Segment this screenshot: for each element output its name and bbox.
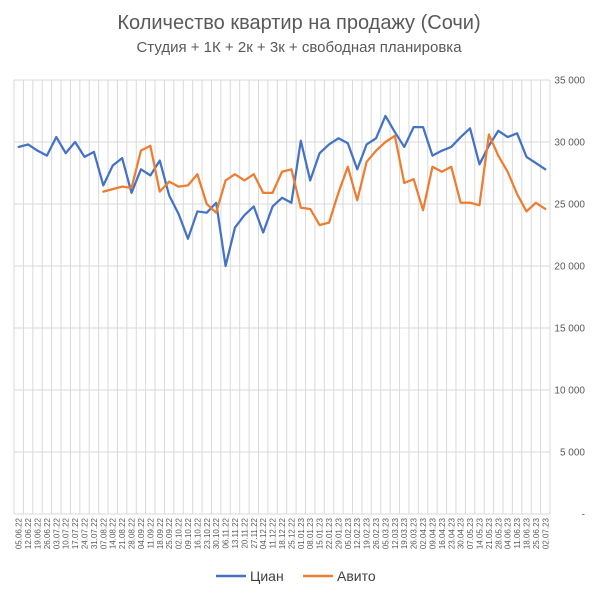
x-tick-label: 09.04.23 — [428, 517, 437, 549]
x-tick-label: 02.04.23 — [419, 517, 428, 549]
x-tick-label: 07.05.23 — [466, 517, 475, 549]
x-tick-label: 09.10.22 — [184, 517, 193, 549]
y-tick-label: 5 000 — [560, 448, 585, 459]
chart-title: Количество квартир на продажу (Сочи) — [117, 12, 480, 34]
x-tick-label: 12.02.23 — [353, 517, 362, 549]
x-tick-label: 19.03.23 — [400, 517, 409, 549]
x-tick-label: 06.11.22 — [222, 517, 231, 548]
legend-label: Циан — [250, 568, 284, 584]
x-tick-label: 14.08.22 — [109, 517, 118, 549]
x-tick-label: 23.04.23 — [447, 517, 456, 549]
x-tick-label: 20.11.22 — [240, 517, 249, 548]
x-tick-label: 08.01.23 — [306, 517, 315, 549]
y-axis-ticks: - 5 000 10 000 15 000 20 000 25 000 30 000 35 0… — [554, 76, 585, 521]
x-tick-label: 04.09.22 — [137, 517, 146, 549]
x-tick-label: 12.06.22 — [24, 517, 33, 549]
x-tick-label: 30.10.22 — [212, 517, 221, 549]
legend-label: Авито — [337, 568, 376, 584]
x-tick-label: 01.01.23 — [297, 517, 306, 549]
x-tick-label: 05.02.23 — [344, 517, 353, 549]
x-tick-label: 10.07.22 — [62, 517, 71, 549]
y-tick-label: 35 000 — [554, 76, 585, 87]
x-tick-label: 22.01.23 — [325, 517, 334, 549]
y-tick-label: 30 000 — [554, 138, 585, 149]
x-tick-label: 31.07.22 — [90, 517, 99, 549]
x-tick-label: 11.06.23 — [513, 517, 522, 548]
x-tick-label: 28.05.23 — [494, 517, 503, 549]
y-tick-label: 15 000 — [554, 324, 585, 335]
x-tick-label: 23.10.22 — [203, 517, 212, 549]
x-tick-label: 04.06.23 — [504, 517, 513, 549]
x-tick-label: 29.01.23 — [334, 517, 343, 549]
x-tick-label: 30.04.23 — [457, 517, 466, 549]
y-tick-label: 20 000 — [554, 262, 585, 273]
x-tick-label: 18.06.23 — [522, 517, 531, 549]
x-tick-label: 18.09.22 — [156, 517, 165, 549]
x-tick-label: 17.07.22 — [71, 517, 80, 549]
x-tick-label: 05.03.23 — [381, 517, 390, 549]
x-tick-label: 27.11.22 — [250, 517, 259, 548]
x-tick-label: 21.05.23 — [485, 517, 494, 549]
x-tick-label: 21.08.22 — [118, 517, 127, 549]
x-tick-label: 18.12.22 — [278, 517, 287, 549]
chart-subtitle: Студия + 1К + 2к + 3к + свободная планир… — [136, 39, 462, 56]
x-tick-label: 19.06.22 — [34, 517, 43, 549]
x-tick-label: 12.03.23 — [391, 517, 400, 549]
x-tick-label: 13.11.22 — [231, 517, 240, 548]
x-tick-label: 26.06.22 — [43, 517, 52, 549]
x-tick-label: 05.06.22 — [15, 517, 24, 549]
x-tick-label: 25.12.22 — [287, 517, 296, 549]
x-tick-label: 02.07.23 — [541, 517, 550, 549]
x-axis-ticks: 05.06.22 12.06.22 19.06.22 26.06.22 03.07.22… — [15, 517, 551, 549]
x-tick-label: 11.09.22 — [146, 517, 155, 548]
series-lines — [17, 114, 547, 268]
series-line — [17, 114, 547, 268]
x-tick-label: 24.07.22 — [81, 517, 90, 549]
x-tick-label: 26.02.23 — [372, 517, 381, 549]
x-tick-label: 28.08.22 — [128, 517, 137, 549]
x-tick-label: 03.07.22 — [52, 517, 61, 549]
x-tick-label: 15.01.23 — [316, 517, 325, 549]
x-tick-label: 02.10.22 — [175, 517, 184, 549]
y-tick-label: 25 000 — [554, 200, 585, 211]
x-tick-label: 11.12.22 — [269, 517, 278, 548]
legend: Циан Авито — [216, 568, 376, 584]
gridlines — [13, 79, 551, 515]
x-tick-label: 25.06.23 — [532, 517, 541, 549]
x-tick-label: 14.05.23 — [475, 517, 484, 549]
x-tick-label: 04.12.22 — [259, 517, 268, 549]
x-tick-label: 07.08.22 — [99, 517, 108, 549]
x-tick-label: 25.09.22 — [165, 517, 174, 549]
x-tick-label: 19.02.23 — [363, 517, 372, 549]
y-tick-label: 10 000 — [554, 386, 585, 397]
x-tick-label: 16.10.22 — [193, 517, 202, 549]
y-tick-label: - — [582, 510, 585, 521]
series-line — [102, 133, 547, 227]
x-tick-label: 26.03.23 — [410, 517, 419, 549]
x-tick-label: 16.04.23 — [438, 517, 447, 549]
